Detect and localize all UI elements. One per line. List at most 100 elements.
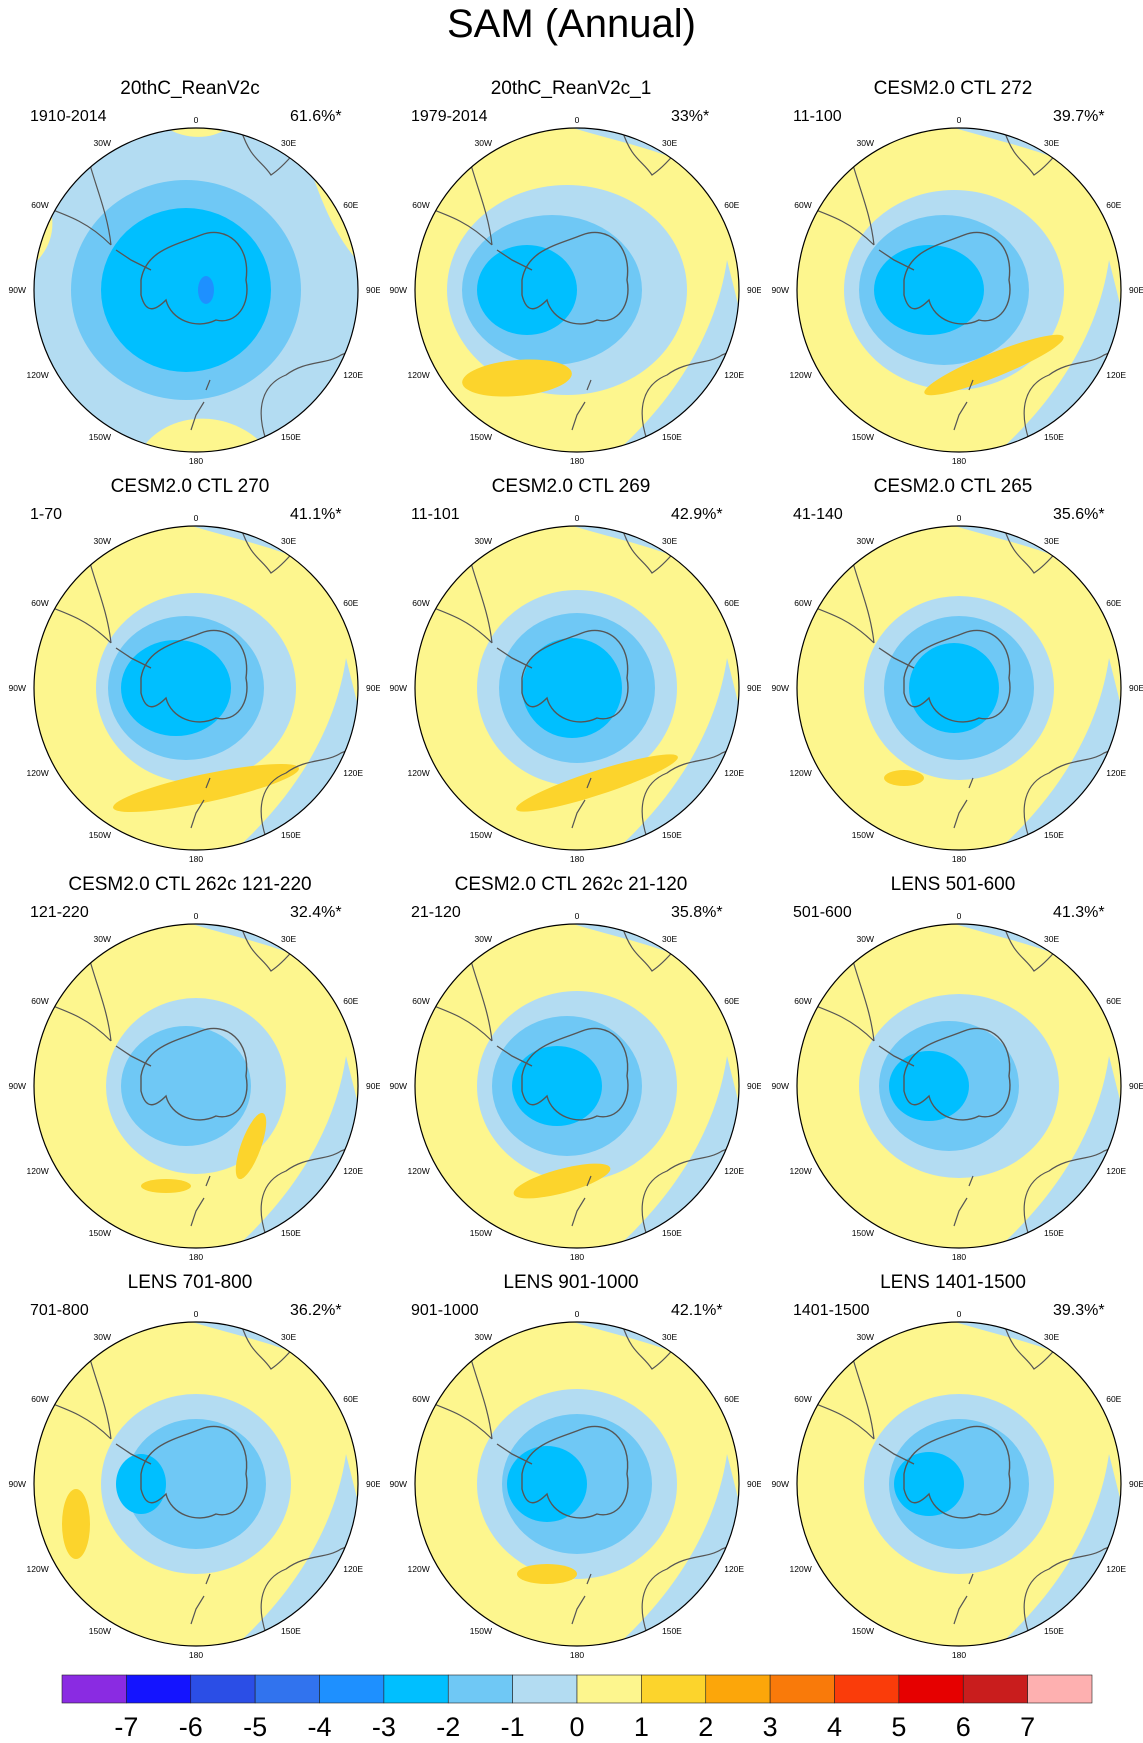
longitude-label: 120E <box>343 768 363 778</box>
polar-map: 0 180 30W 30E 60W 60E 90W 90E 120W 120E 150W 150E <box>772 115 1143 466</box>
panel-period: 11-101 <box>411 506 460 523</box>
panel-title: CESM2.0 CTL 270 <box>110 476 270 497</box>
longitude-label: 60E <box>724 598 739 608</box>
longitude-label: 30E <box>662 138 677 148</box>
antarctica-coastline <box>903 231 1011 325</box>
new-zealand-coastline <box>190 1175 211 1227</box>
colorbar-segment <box>1027 1674 1093 1704</box>
longitude-label: 150E <box>662 1626 682 1636</box>
longitude-label: 60W <box>31 200 48 210</box>
colorbar-tick-label: -1 <box>500 1712 525 1742</box>
map-panel: LENS 901-1000 901-1000 42.1%* 0 180 30W 30E 60W… <box>381 1272 761 1668</box>
polar-map: 0 180 30W 30E 60W 60E 90W 90E 120W 120E 150W 150E <box>772 1309 1143 1660</box>
longitude-label: 150W <box>470 830 492 840</box>
map-panel: LENS 501-600 501-600 41.3%* 0 180 30W 30E 60W 60… <box>763 874 1143 1270</box>
colorbar-segment <box>61 1674 127 1704</box>
anomaly-contour <box>924 334 1064 396</box>
map-border <box>33 1321 359 1647</box>
colorbar-segment <box>447 1674 513 1704</box>
longitude-label: 90E <box>747 285 761 295</box>
longitude-label: 30W <box>857 536 874 546</box>
longitude-label: 30W <box>475 536 492 546</box>
main-title: SAM (Annual) <box>447 2 696 46</box>
new-zealand-coastline <box>953 777 974 829</box>
longitude-label: 150E <box>662 830 682 840</box>
longitude-label: 180 <box>189 456 203 466</box>
longitude-label: 60W <box>794 1394 811 1404</box>
anomaly-contour <box>507 1446 587 1522</box>
longitude-label: 60E <box>1106 598 1121 608</box>
longitude-label: 180 <box>570 1650 584 1660</box>
colorbar-segment <box>126 1674 192 1704</box>
longitude-label: 0 <box>957 513 962 523</box>
longitude-label: 150E <box>1044 830 1064 840</box>
longitude-label: 120E <box>1106 1166 1126 1176</box>
antarctica-coastline <box>521 231 629 325</box>
longitude-label: 90W <box>9 285 26 295</box>
new-zealand-coastline <box>190 379 211 431</box>
colorbar-tick-label: 0 <box>569 1712 585 1742</box>
longitude-label: 0 <box>194 115 199 125</box>
longitude-label: 30W <box>475 934 492 944</box>
longitude-label: 150W <box>89 1228 111 1238</box>
panel-title: CESM2.0 CTL 262c 121-220 <box>68 874 312 895</box>
longitude-label: 30W <box>475 1332 492 1342</box>
panel-variance: 42.1%* <box>671 1302 723 1319</box>
longitude-label: 180 <box>952 854 966 864</box>
anomaly-contour <box>62 1489 90 1559</box>
longitude-label: 150E <box>1044 1626 1064 1636</box>
anomaly-contour <box>894 1452 964 1516</box>
longitude-label: 0 <box>194 911 199 921</box>
new-zealand-coastline <box>953 1175 974 1227</box>
anomaly-contour <box>874 245 984 335</box>
longitude-label: 90W <box>772 683 789 693</box>
peninsula-coastline <box>496 1045 533 1067</box>
longitude-label: 150E <box>281 830 301 840</box>
antarctica-coastline <box>140 629 248 723</box>
panel-variance: 33%* <box>671 108 710 125</box>
anomaly-contour <box>477 245 577 335</box>
panel-period: 41-140 <box>793 506 843 523</box>
peninsula-coastline <box>878 1045 915 1067</box>
longitude-label: 60W <box>412 1394 429 1404</box>
longitude-label: 0 <box>575 115 580 125</box>
antarctica-coastline <box>521 1027 629 1121</box>
longitude-label: 30W <box>857 1332 874 1342</box>
longitude-label: 90W <box>772 1479 789 1489</box>
colorbar-segment <box>576 1674 642 1704</box>
map-border <box>414 1321 740 1647</box>
longitude-label: 30W <box>94 934 111 944</box>
map-border <box>796 127 1122 453</box>
longitude-label: 90W <box>390 285 407 295</box>
polar-map: 0 180 30W 30E 60W 60E 90W 90E 120W 120E 150W 150E <box>772 911 1143 1262</box>
colorbar-tick-label: -7 <box>114 1712 139 1742</box>
longitude-label: 120W <box>27 370 49 380</box>
longitude-label: 120W <box>408 1564 430 1574</box>
longitude-label: 180 <box>570 456 584 466</box>
longitude-label: 150W <box>852 1228 874 1238</box>
peninsula-coastline <box>496 1443 533 1465</box>
longitude-label: 30E <box>662 1332 677 1342</box>
longitude-label: 120E <box>724 1564 744 1574</box>
colorbar-segment <box>834 1674 900 1704</box>
longitude-label: 30E <box>1044 138 1059 148</box>
new-zealand-coastline <box>571 1175 592 1227</box>
map-border <box>796 1321 1122 1647</box>
antarctica-coastline <box>521 629 629 723</box>
longitude-label: 30E <box>1044 536 1059 546</box>
panel-title: CESM2.0 CTL 262c 21-120 <box>454 874 688 895</box>
map-panel: CESM2.0 CTL 272 11-100 39.7%* 0 180 30W 30E 60W… <box>763 78 1143 474</box>
colorbar-segment <box>190 1674 256 1704</box>
longitude-label: 120W <box>27 1564 49 1574</box>
colorbar-tick-label: 1 <box>633 1712 649 1742</box>
peninsula-coastline <box>115 1443 152 1465</box>
longitude-label: 60E <box>1106 1394 1121 1404</box>
antarctica-coastline <box>140 1425 248 1519</box>
peninsula-coastline <box>115 249 152 271</box>
longitude-label: 120W <box>408 768 430 778</box>
longitude-label: 30E <box>1044 1332 1059 1342</box>
longitude-label: 30E <box>281 138 296 148</box>
map-border <box>33 127 359 453</box>
longitude-label: 60W <box>31 996 48 1006</box>
longitude-label: 0 <box>194 1309 199 1319</box>
